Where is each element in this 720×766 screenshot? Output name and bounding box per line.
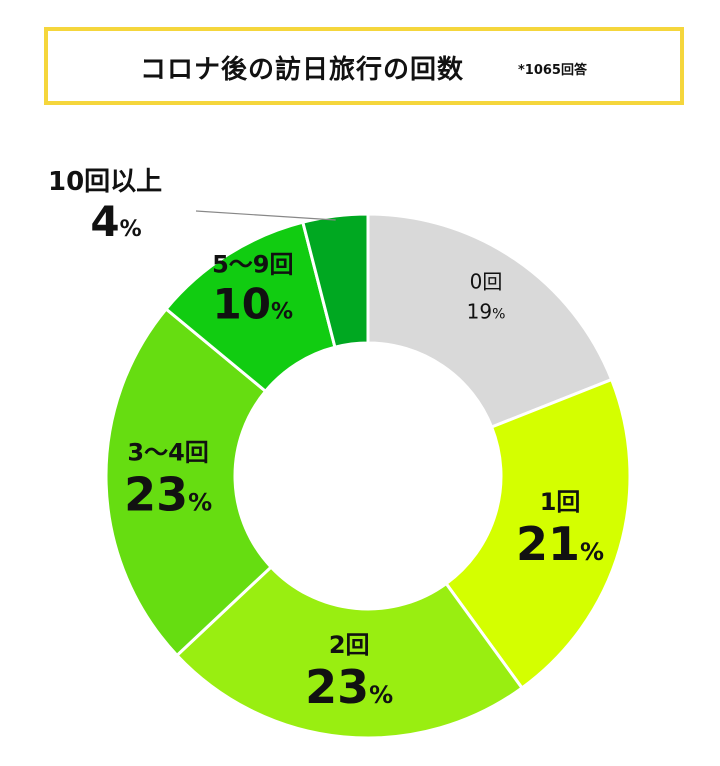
slice-1: [444, 377, 632, 691]
donut-slices: [104, 212, 632, 740]
slice-value-4: 10%: [213, 279, 294, 328]
slice-value-1: 21%: [516, 517, 604, 571]
slice-value-number-0: 19: [467, 299, 492, 323]
slice-value-2: 23%: [305, 660, 393, 714]
slice-value-number-2: 23: [305, 660, 369, 714]
slice-value-0: 19%: [467, 299, 506, 323]
slice-label-0: 0回: [470, 269, 503, 293]
slice-label-1: 1回: [540, 488, 581, 516]
slice-value-number-4: 10: [213, 279, 271, 328]
leader-line: [195, 210, 336, 221]
slice-5: [301, 212, 370, 350]
slice-2: [174, 564, 525, 740]
slice-value-unit-3: %: [188, 488, 212, 516]
slice-value-unit-4: %: [271, 299, 293, 324]
title-box: コロナ後の訪日旅行の回数 *1065回答: [44, 27, 684, 105]
slice-value-number-1: 21: [516, 517, 580, 571]
slice-3: [104, 306, 274, 658]
slice-value-unit-1: %: [580, 538, 604, 566]
slice-value-number-3: 23: [124, 467, 188, 521]
slice-label-3: 3～4回: [127, 438, 208, 466]
response-count-note: *1065回答: [518, 63, 587, 78]
slice-value-number-5: 4: [90, 197, 119, 246]
slice-value-3: 23%: [124, 467, 212, 521]
slice-value-unit-2: %: [369, 681, 393, 709]
slice-label-5: 10回以上: [48, 167, 162, 197]
slice-label-4: 5～9回: [212, 250, 293, 278]
slice-value-5: 4%: [90, 197, 141, 246]
chart-title: コロナ後の訪日旅行の回数: [140, 55, 465, 85]
slice-value-unit-0: %: [492, 306, 505, 322]
slice-value-unit-5: %: [120, 217, 142, 242]
slice-label-2: 2回: [329, 631, 370, 659]
slice-0: [366, 212, 614, 429]
